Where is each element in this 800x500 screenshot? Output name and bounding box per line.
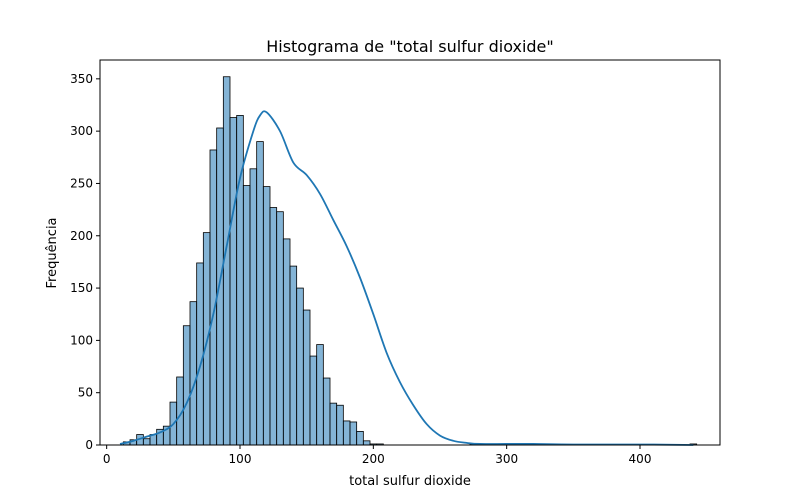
histogram-bar [236,115,244,446]
histogram-bar [229,117,238,446]
y-tick-label: 250 [70,176,93,190]
histogram-bar [189,301,198,446]
chart-title: Histograma de "total sulfur dioxide" [266,37,554,56]
x-tick-label: 100 [229,452,252,466]
y-axis-ticks: 0 50 100 150 200 250 300 350 [70,72,100,452]
y-tick-label: 300 [70,124,93,138]
histogram-bar [349,421,358,446]
histogram-bar [242,185,251,446]
histogram-bar [362,440,371,446]
x-axis-ticks: 0 100 200 300 400 [103,445,652,466]
histogram-bar [196,262,204,446]
histogram-bars [122,76,698,446]
x-tick-label: 0 [103,452,111,466]
y-tick-label: 100 [70,333,93,347]
histogram-bar [209,149,218,446]
histogram-bar [142,438,151,446]
plot-frame [99,59,721,446]
x-axis-label: total sulfur dioxide [349,474,471,489]
x-tick-label: 300 [495,452,518,466]
histogram-bar [336,404,344,446]
histogram-bar [282,238,291,446]
kde-curve [119,110,694,446]
histogram-bar [262,186,271,446]
histogram-bar [329,402,338,446]
histogram-bar [309,355,318,446]
histogram-bar [216,127,224,446]
y-tick-label: 0 [85,438,93,452]
histogram-bar [322,377,331,446]
histogram-bar [296,287,304,446]
histogram-bar [302,309,311,446]
histogram-bar [289,265,298,446]
y-tick-label: 50 [78,386,93,400]
y-axis-label: Frequência [45,217,60,288]
histogram-bar [276,211,284,446]
y-tick-label: 350 [70,72,93,86]
y-tick-label: 150 [70,281,93,295]
kde-layer [119,110,694,446]
x-tick-label: 200 [362,452,385,466]
histogram-bar [269,207,278,446]
histogram-bar [249,168,258,446]
y-tick-label: 200 [70,229,93,243]
histogram-bar [316,344,324,446]
x-tick-label: 400 [629,452,652,466]
histogram-bar [182,325,191,446]
histogram-bar [256,141,264,446]
histogram-bar [342,420,351,446]
histogram-bar [356,430,364,446]
